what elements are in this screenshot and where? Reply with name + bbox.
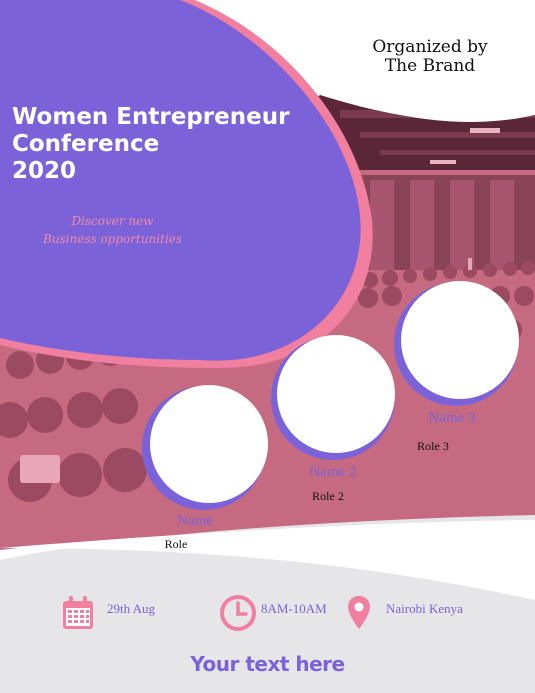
event-location: Nairobi Kenya (386, 601, 463, 616)
speaker-photo-1 (142, 385, 268, 510)
event-date: 29th Aug (107, 601, 156, 616)
map-pin-icon (348, 596, 370, 629)
footer-text: Your text here (190, 652, 345, 676)
organizer-label: Organized by The Brand (360, 38, 500, 76)
speaker-photo-3 (394, 281, 519, 406)
event-title-line-3: 2020 (12, 158, 77, 184)
speaker-1-name: Name (177, 513, 213, 529)
event-tagline: Discover new Business opportunities (40, 212, 185, 248)
clock-icon (220, 595, 256, 631)
speaker-photo-2 (271, 335, 395, 460)
calendar-icon (63, 596, 93, 629)
speaker-2-role: Role 2 (312, 489, 344, 503)
tagline-line-2: Business opportunities (42, 232, 183, 246)
event-title-line-2: Conference (12, 131, 160, 157)
event-title: Women Entrepreneur Conference 2020 (12, 104, 312, 185)
speaker-3-name: Name 3 (428, 410, 476, 426)
organizer-line-1: Organized by (372, 37, 488, 57)
tagline-line-1: Discover new (71, 214, 154, 228)
speaker-1-role: Role (164, 537, 188, 551)
organizer-line-2: The Brand (384, 56, 476, 76)
event-title-line-1: Women Entrepreneur (12, 104, 290, 130)
speaker-2-name: Name 2 (309, 464, 357, 480)
speaker-3-role: Role 3 (417, 439, 449, 453)
event-time: 8AM-10AM (261, 601, 327, 616)
